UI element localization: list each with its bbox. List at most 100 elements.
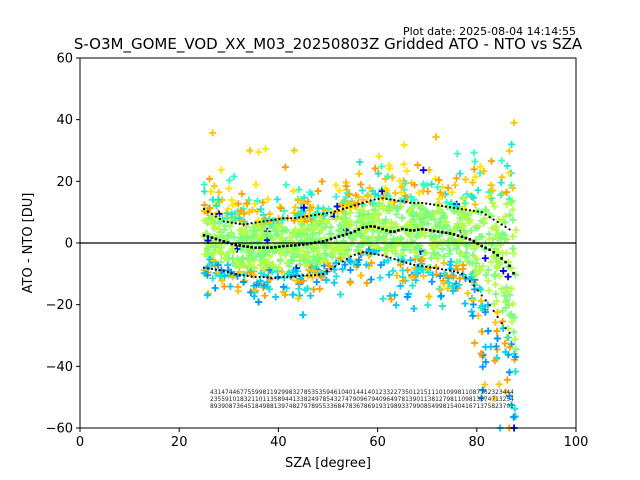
scatter-point — [387, 218, 395, 226]
y-tick-label: −20 — [46, 298, 73, 313]
lower-spread-marker — [413, 263, 416, 266]
scatter-point — [476, 162, 484, 170]
scatter-point — [200, 181, 208, 189]
scatter-point — [436, 272, 444, 280]
scatter-point — [448, 188, 456, 196]
median-marker — [381, 227, 384, 231]
scatter-point — [240, 270, 248, 278]
scatter-point — [487, 181, 495, 189]
scatter-point — [330, 279, 338, 287]
scatter-point — [392, 220, 400, 228]
scatter-point — [310, 225, 318, 233]
scatter-point — [410, 305, 418, 313]
scatter-point — [346, 266, 354, 274]
scatter-point — [240, 278, 248, 286]
scatter-point — [256, 225, 264, 233]
scatter-point — [364, 210, 372, 218]
median-marker — [286, 244, 289, 248]
y-tick-label: −40 — [46, 360, 73, 375]
scatter-point — [273, 231, 281, 239]
scatter-point — [385, 203, 393, 211]
scatter-point — [322, 276, 330, 284]
scatter-point — [417, 204, 425, 212]
scatter-point — [206, 255, 214, 263]
scatter-point — [223, 214, 231, 222]
scatter-point — [357, 180, 365, 188]
median-marker — [432, 229, 436, 233]
scatter-point — [481, 254, 489, 262]
scatter-point — [375, 216, 383, 224]
scatter-point — [484, 266, 492, 274]
lower-spread-marker — [230, 272, 233, 275]
scatter-point — [493, 262, 501, 270]
scatter-point — [501, 212, 509, 220]
scatter-point — [499, 267, 507, 275]
scatter-point — [399, 277, 407, 285]
lower-spread-marker — [314, 273, 317, 277]
median-marker — [301, 243, 305, 246]
median-marker — [317, 240, 321, 244]
median-marker — [274, 246, 277, 249]
lower-spread-marker — [433, 266, 436, 270]
median-marker — [500, 257, 503, 260]
scatter-point — [295, 285, 303, 293]
x-tick-label: 40 — [270, 435, 287, 450]
lower-spread-marker — [488, 304, 491, 307]
scatter-point — [509, 245, 517, 253]
scatter-point — [241, 277, 249, 285]
median-marker — [349, 231, 353, 235]
scatter-point — [408, 273, 416, 281]
lower-spread-marker — [238, 273, 241, 276]
scatter-point — [285, 244, 293, 252]
scatter-point — [259, 199, 267, 207]
upper-spread-marker — [266, 219, 269, 222]
scatter-point — [301, 286, 309, 294]
median-marker — [238, 244, 242, 247]
scatter-point — [353, 219, 361, 227]
x-axis-ticks: 0 20 40 60 80 100 — [76, 428, 588, 450]
scatter-point — [403, 167, 411, 175]
scatter-point — [230, 172, 238, 180]
median-marker — [250, 246, 253, 249]
lower-spread-marker — [425, 265, 428, 268]
scatter-point — [447, 265, 455, 273]
scatter-point — [400, 141, 408, 149]
scatter-point — [440, 259, 448, 267]
upper-spread-marker — [294, 216, 297, 220]
scatter-point — [484, 327, 492, 335]
scatter-point — [492, 290, 500, 298]
scatter-point — [448, 205, 456, 213]
scatter-point — [206, 175, 214, 183]
scatter-point — [512, 345, 520, 353]
y-tick-label: −60 — [46, 422, 73, 437]
lower-spread-marker — [460, 272, 464, 275]
scatter-point — [347, 221, 355, 229]
scatter-point — [209, 249, 217, 257]
lower-spread-marker — [317, 273, 321, 276]
upper-spread-marker — [492, 218, 495, 221]
scatter-point — [308, 273, 316, 281]
scatter-point — [205, 218, 213, 226]
scatter-point — [511, 335, 519, 343]
scatter-point — [337, 224, 345, 232]
scatter-point — [234, 287, 242, 295]
scatter-point — [301, 238, 309, 246]
scatter-point — [228, 210, 236, 218]
scatter-point — [458, 225, 466, 233]
scatter-point — [235, 214, 243, 222]
median-marker — [492, 250, 495, 254]
scatter-point — [207, 187, 215, 195]
lower-spread-marker — [254, 275, 257, 279]
lower-spread-marker — [496, 315, 499, 319]
scatter-point — [237, 207, 245, 215]
upper-spread-marker — [206, 210, 210, 213]
scatter-point — [462, 175, 470, 183]
bin-count-row: 2355910183211011358944133824978543274790… — [210, 396, 514, 403]
scatter-point — [211, 243, 219, 251]
upper-spread-marker — [302, 215, 305, 218]
scatter-point — [424, 301, 432, 309]
median-marker — [234, 243, 238, 247]
upper-spread-marker — [226, 220, 229, 224]
scatter-point — [487, 258, 495, 266]
upper-spread-marker — [329, 211, 333, 214]
